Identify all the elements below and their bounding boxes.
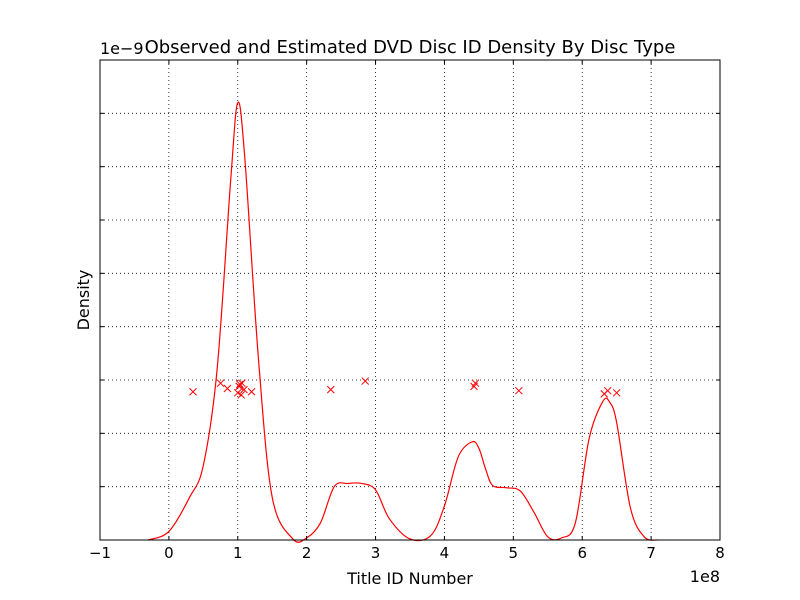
observed-point-marker xyxy=(471,379,480,388)
marker-stroke xyxy=(238,379,246,388)
observed-point-marker xyxy=(223,384,232,393)
marker-stroke xyxy=(216,379,225,388)
marker-stroke xyxy=(326,385,335,394)
marker-stroke xyxy=(233,388,242,397)
observed-point-marker xyxy=(240,385,248,394)
plot-frame xyxy=(99,59,721,541)
x-tick-label: 8 xyxy=(715,544,725,562)
observed-point-marker xyxy=(216,379,225,388)
observed-point-marker xyxy=(233,388,242,397)
x-axis-offset-text: 1e8 xyxy=(690,567,720,586)
marker-stroke xyxy=(361,377,370,385)
x-tick-label: 5 xyxy=(509,544,519,562)
observed-point-marker xyxy=(361,377,370,385)
marker-stroke xyxy=(514,386,523,395)
observed-point-marker xyxy=(612,388,621,397)
marker-stroke xyxy=(471,379,480,388)
observed-point-marker xyxy=(247,387,256,396)
x-tick-label: 7 xyxy=(646,544,656,562)
x-tick-label: 3 xyxy=(371,544,381,562)
marker-stroke xyxy=(189,387,197,396)
observed-point-marker xyxy=(514,386,523,395)
marker-stroke xyxy=(223,384,232,393)
x-tick-label: 2 xyxy=(302,544,312,562)
x-tick-label: 6 xyxy=(577,544,587,562)
observed-point-marker xyxy=(189,387,197,396)
x-tick-label: 1 xyxy=(233,544,243,562)
axis-ticks: −1 0 1 2 3 4 5 6 7 8 xyxy=(89,59,725,562)
observed-point-marker xyxy=(235,380,244,389)
x-axis-label: Title ID Number xyxy=(346,569,473,588)
marker-stroke xyxy=(240,385,248,394)
marker-stroke xyxy=(612,388,621,397)
marker-stroke xyxy=(247,387,256,396)
observed-point-marker xyxy=(238,379,246,388)
x-tick-label: 4 xyxy=(440,544,450,562)
observed-point-marker xyxy=(237,391,246,399)
x-tick-label: −1 xyxy=(89,544,111,562)
y-axis-offset-text: 1e−9 xyxy=(100,39,144,58)
y-axis-label: Density xyxy=(74,270,93,331)
x-tick-label: 0 xyxy=(164,544,174,562)
marker-stroke xyxy=(237,391,246,399)
chart-title: Observed and Estimated DVD Disc ID Densi… xyxy=(145,37,676,58)
grid xyxy=(100,60,720,540)
observed-point-marker xyxy=(603,386,612,395)
observed-point-marker xyxy=(326,385,335,394)
marker-stroke xyxy=(603,386,612,395)
marker-stroke xyxy=(235,380,244,389)
